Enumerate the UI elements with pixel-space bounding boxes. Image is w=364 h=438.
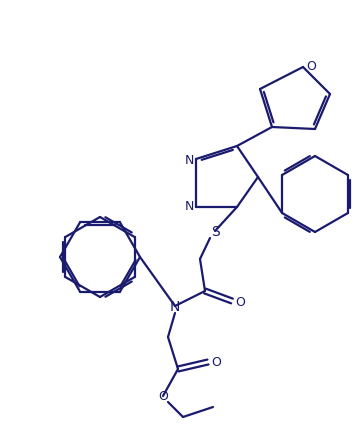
- Text: S: S: [211, 225, 219, 238]
- Text: O: O: [158, 390, 168, 403]
- Text: N: N: [184, 154, 194, 167]
- Text: N: N: [170, 299, 180, 313]
- Text: O: O: [211, 356, 221, 369]
- Text: N: N: [184, 200, 194, 213]
- Text: O: O: [235, 295, 245, 308]
- Text: O: O: [306, 60, 316, 73]
